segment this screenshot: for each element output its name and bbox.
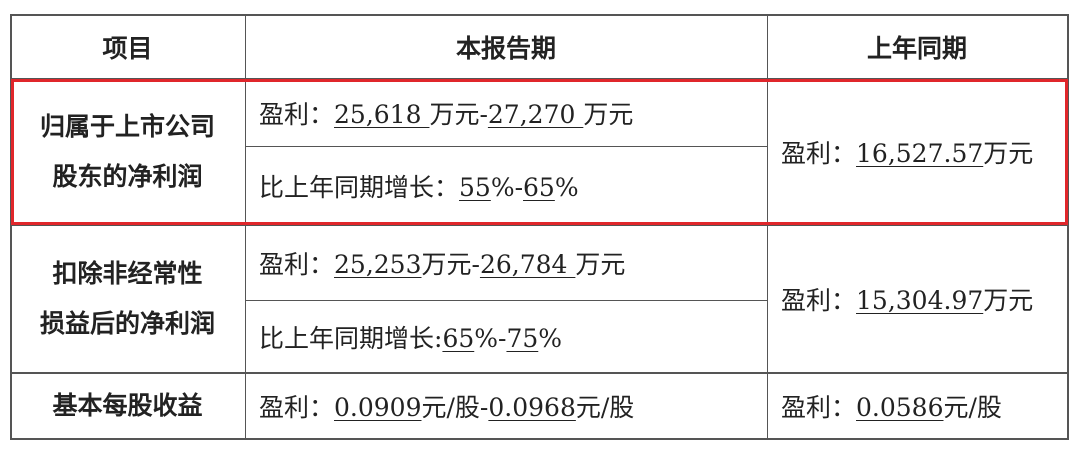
border xyxy=(245,14,246,440)
header-current-period: 本报告期 xyxy=(455,34,556,63)
border xyxy=(10,14,1069,16)
value-underlined: 0.0909 xyxy=(334,393,422,422)
value-text: 万元 xyxy=(575,250,626,279)
value-text: %- xyxy=(490,172,524,202)
value-underlined: 25,618 xyxy=(334,100,430,129)
label-line: 归属于上市公司 xyxy=(39,112,215,141)
header-prior-period: 上年同期 xyxy=(866,34,967,63)
value-underlined: 16,527.57 xyxy=(856,139,984,168)
value-text: 盈利： xyxy=(259,250,335,279)
value-underlined: 15,304.97 xyxy=(856,286,984,315)
value-text: % xyxy=(538,323,563,353)
value-underlined: 55 xyxy=(459,172,491,202)
border xyxy=(10,224,1069,226)
value-text: 元/股 xyxy=(943,393,1002,422)
label-line: 损益后的净利润 xyxy=(39,309,215,338)
value-text: 万元- xyxy=(429,100,488,129)
highlight-box xyxy=(11,79,1068,225)
value-underlined: 0.0968 xyxy=(488,393,576,422)
border xyxy=(1067,14,1069,440)
row-label-eps: 基本每股收益 xyxy=(52,391,203,420)
value-text: 比上年同期增长： xyxy=(259,172,460,202)
border xyxy=(245,146,767,147)
border xyxy=(10,438,1069,440)
border xyxy=(10,14,12,440)
current-growth-range: 比上年同期增长：55%-65% xyxy=(245,147,767,224)
value-text: 万元 xyxy=(983,286,1034,315)
current-eps-range: 盈利：0.0909元/股-0.0968元/股 xyxy=(245,374,767,438)
value-text: 盈利： xyxy=(259,393,335,422)
value-text: 万元 xyxy=(583,100,634,129)
value-text: 元/股- xyxy=(421,393,489,422)
border xyxy=(767,14,768,440)
value-text: 盈利： xyxy=(781,139,857,168)
value-underlined: 65 xyxy=(523,172,555,202)
border xyxy=(245,300,767,301)
prior-profit: 盈利：15,304.97万元 xyxy=(767,226,1067,372)
value-underlined: 75 xyxy=(506,323,539,353)
prior-profit: 盈利：16,527.57万元 xyxy=(767,80,1067,224)
label-line: 股东的净利润 xyxy=(52,162,203,191)
prior-eps: 盈利：0.0586元/股 xyxy=(767,374,1067,438)
header-item: 项目 xyxy=(102,34,153,63)
current-profit-range: 盈利：25,253万元-26,784 万元 xyxy=(245,226,767,300)
current-profit-range: 盈利：25,618 万元-27,270 万元 xyxy=(245,80,767,146)
value-underlined: 0.0586 xyxy=(856,393,944,422)
value-text: 盈利： xyxy=(781,286,857,315)
value-text: 盈利： xyxy=(781,393,857,422)
row-label-adjusted-net-profit: 扣除非经常性 损益后的净利润 xyxy=(10,226,245,372)
label-line: 扣除非经常性 xyxy=(52,259,203,288)
value-text: %- xyxy=(474,323,507,353)
value-text: 元/股 xyxy=(575,393,635,422)
row-label-net-profit: 归属于上市公司 股东的净利润 xyxy=(10,80,245,224)
value-text: 盈利： xyxy=(259,100,335,129)
border xyxy=(10,372,1069,374)
value-underlined: 27,270 xyxy=(487,100,584,129)
current-growth-range: 比上年同期增长:65%-75% xyxy=(245,301,767,372)
value-text: 万元- xyxy=(421,250,480,279)
value-underlined: 26,784 xyxy=(479,250,576,279)
value-underlined: 25,253 xyxy=(334,250,422,279)
value-text: % xyxy=(554,172,579,202)
value-text: 万元 xyxy=(983,139,1034,168)
value-underlined: 65 xyxy=(442,323,475,353)
value-text: 比上年同期增长: xyxy=(259,323,443,353)
